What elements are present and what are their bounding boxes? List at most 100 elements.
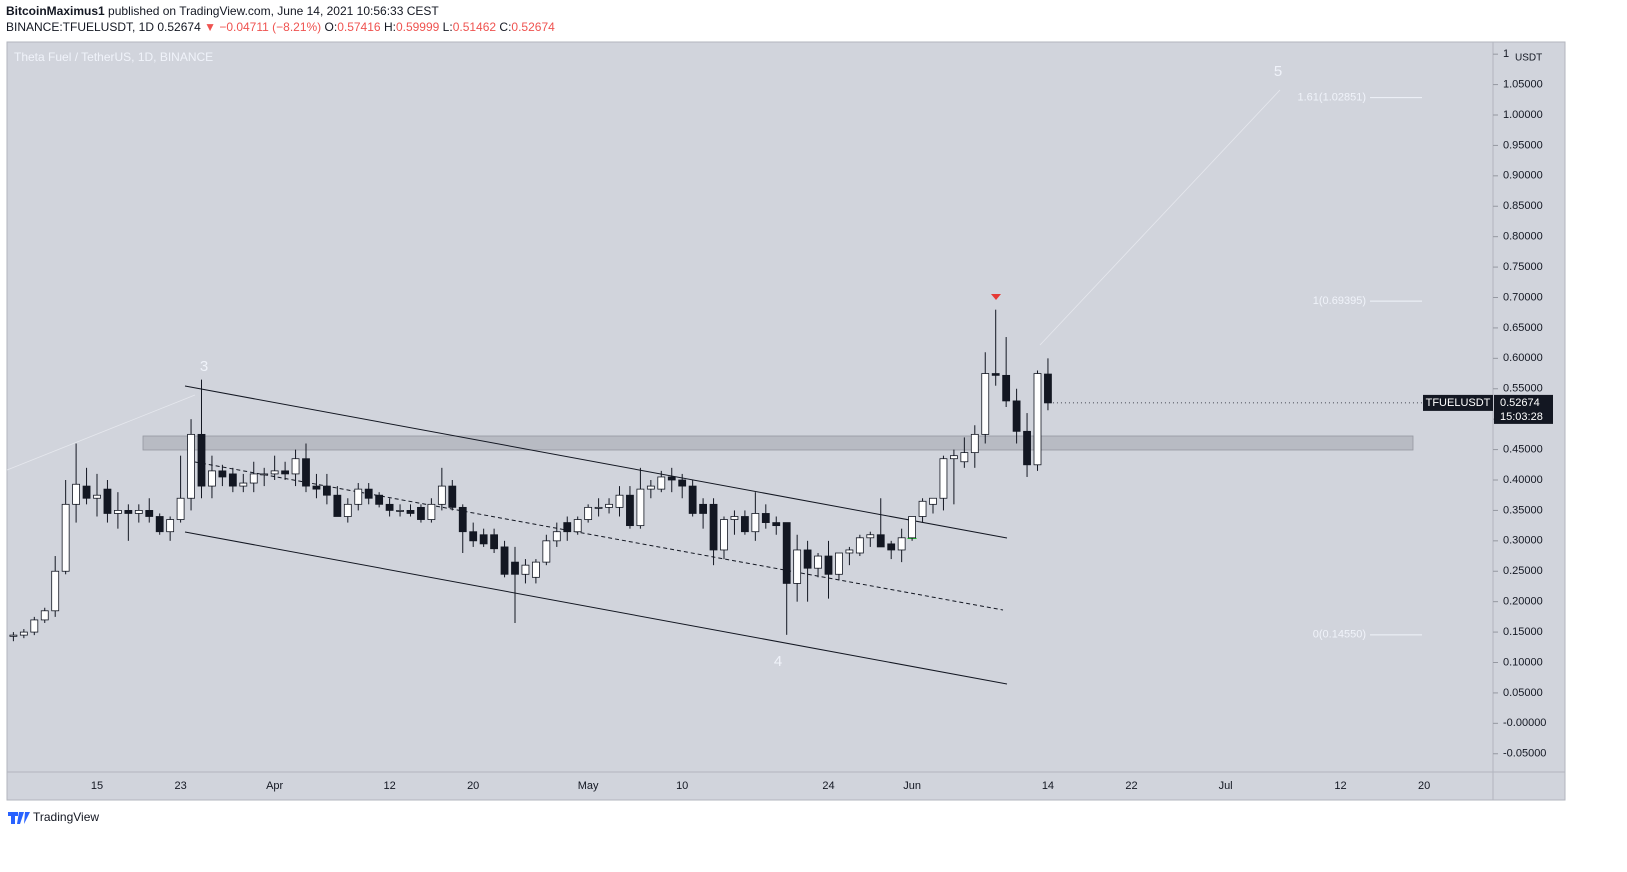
wave-label: 5 [1274, 63, 1282, 80]
candle-body [197, 433, 206, 487]
chart-background [6, 41, 1566, 801]
brand: TradingView [33, 810, 99, 824]
fib-label: 1(0.69395) [1313, 295, 1366, 307]
candle-body [176, 497, 185, 520]
fib-label: 0(0.14550) [1313, 629, 1366, 641]
candle-body [584, 506, 593, 520]
y-tick-label: 0.35000 [1503, 504, 1543, 516]
candle-body [448, 485, 457, 508]
x-tick-label: 20 [1418, 780, 1430, 792]
x-tick-label: 12 [383, 780, 395, 792]
candle-body [51, 570, 60, 612]
candle-body [322, 485, 331, 496]
y-tick-label: 0.85000 [1503, 200, 1543, 212]
published: published on TradingView.com, June 14, 2… [108, 4, 439, 18]
candle-body [511, 561, 519, 575]
candle-body [970, 433, 979, 454]
y-tick-label: 0.70000 [1503, 291, 1543, 303]
y-tick-label: 0.65000 [1503, 322, 1543, 334]
candle-body [40, 610, 49, 621]
candle-body [730, 516, 739, 520]
candle-body [981, 373, 990, 435]
candle-body [1023, 430, 1031, 466]
candle-body [897, 537, 906, 551]
candle-body [333, 494, 342, 517]
candle-body [824, 555, 833, 575]
candle-body [646, 485, 655, 490]
y-unit: USDT [1515, 53, 1542, 64]
candle-body [270, 470, 279, 475]
header-line-1: BitcoinMaximus1 published on TradingView… [6, 4, 439, 18]
candle-body [573, 519, 582, 533]
candle-body [281, 470, 290, 475]
x-tick-label: Apr [266, 780, 283, 792]
candle-body [155, 516, 164, 533]
resistance-zone [142, 435, 1414, 451]
x-tick-label: 24 [822, 780, 834, 792]
candle-body [500, 546, 509, 575]
candle-body [563, 522, 572, 533]
candle-body [615, 494, 624, 508]
x-tick-label: May [578, 780, 599, 792]
y-tick-label: 1 [1503, 48, 1509, 60]
y-tick-label: -0.00000 [1503, 717, 1546, 729]
symbol: BINANCE:TFUELUSDT, 1D [6, 20, 154, 34]
y-tick-label: 1.00000 [1503, 109, 1543, 121]
y-tick-label: 0.80000 [1503, 231, 1543, 243]
candle-body [929, 497, 937, 505]
candle-body [30, 619, 39, 633]
ohlc-value: 0.51462 [453, 20, 497, 34]
candle-body [605, 503, 613, 508]
candle-body [678, 479, 687, 487]
candle-body [302, 458, 310, 487]
candle-body [908, 516, 916, 539]
candle-body [427, 503, 436, 520]
candle-body [218, 470, 227, 478]
candle-body [124, 510, 133, 514]
ohlc-key: C: [499, 20, 511, 34]
ohlc-value: 0.52674 [511, 20, 555, 34]
wave-line [1039, 89, 1281, 346]
x-tick-label: 15 [91, 780, 103, 792]
x-tick-label: 23 [174, 780, 186, 792]
candle-body [291, 458, 300, 475]
header-line-2: BINANCE:TFUELUSDT, 1D 0.52674 ▼ −0.04711… [6, 20, 555, 34]
candle-body [876, 534, 885, 548]
candle-body [657, 476, 666, 490]
candle-body [1012, 400, 1021, 432]
candle-body [260, 473, 269, 476]
y-tick-label: 0.05000 [1503, 687, 1543, 699]
candle-body [709, 503, 718, 551]
y-tick-label: -0.05000 [1503, 748, 1546, 760]
candle-body [1002, 374, 1011, 402]
ohlc-key: O: [325, 20, 338, 34]
candle-body [1044, 373, 1052, 404]
candle-body [166, 519, 175, 533]
candle-body [594, 506, 603, 509]
x-tick-label: Jul [1219, 780, 1233, 792]
chart-title: Theta Fuel / TetherUS, 1D, BINANCE [14, 50, 213, 64]
candle-body [991, 373, 1000, 376]
wave-label: 4 [774, 653, 782, 670]
ohlc-key: L: [443, 20, 453, 34]
x-tick-label: 10 [676, 780, 688, 792]
x-tick-label: 14 [1042, 780, 1054, 792]
candle-body [61, 503, 70, 572]
candle-body [479, 534, 488, 545]
candle-body [145, 510, 154, 517]
candle-body [19, 631, 28, 636]
ohlc-value: 0.57416 [337, 20, 381, 34]
candle-body [312, 485, 321, 490]
candle-body [845, 549, 854, 554]
y-tick-label: 0.10000 [1503, 656, 1543, 668]
footer: TradingView [8, 810, 99, 824]
candle-body [364, 488, 373, 499]
candle-body [960, 452, 969, 463]
candle-body [688, 485, 697, 514]
ohlc-key: H: [384, 20, 396, 34]
price-tag [1494, 394, 1553, 424]
candle-body [354, 488, 363, 505]
candle-body [239, 482, 248, 487]
